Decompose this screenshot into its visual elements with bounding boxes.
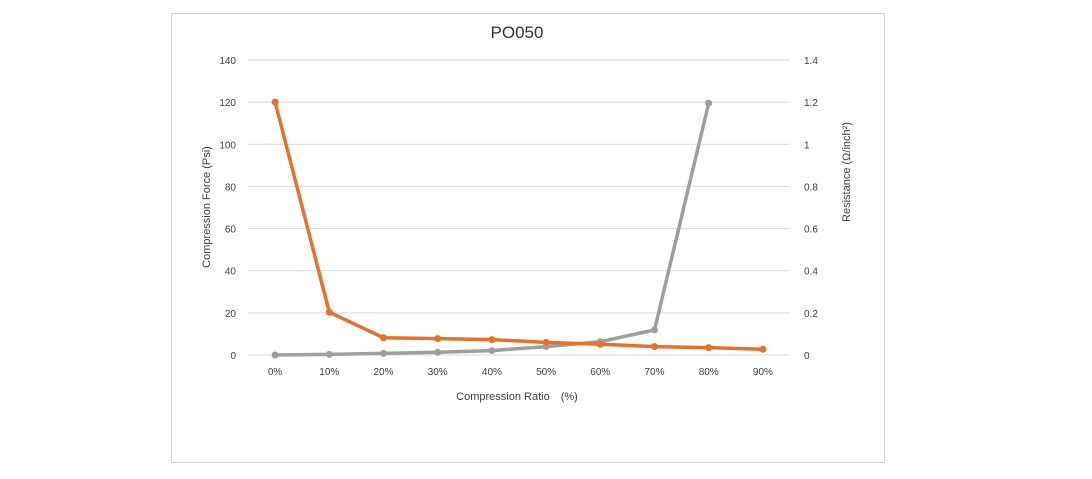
data-point [651, 326, 658, 334]
x-tick-label: 50% [536, 367, 556, 378]
y2-tick-label: 0.6 [804, 225, 818, 236]
x-axis-label: Compression Ratio (%) [456, 391, 578, 403]
y2-tick-label: 1.2 [804, 98, 818, 109]
data-point [271, 98, 279, 106]
data-point [325, 350, 333, 358]
y-tick-label: 80 [225, 182, 237, 193]
y2-tick-label: 0.2 [804, 309, 818, 320]
data-point [434, 335, 442, 343]
data-point [488, 347, 496, 355]
y-axis-label: Compression Force (Psi) [201, 146, 213, 268]
data-point [596, 340, 604, 348]
data-point [705, 99, 713, 107]
x-tick-label: 90% [753, 367, 773, 378]
data-point [271, 351, 279, 359]
y-tick-label: 120 [219, 98, 236, 109]
y-tick-label: 40 [225, 267, 237, 278]
y-tick-label: 140 [219, 56, 236, 67]
y-tick-label: 20 [225, 309, 237, 320]
y-tick-label: 100 [219, 140, 236, 151]
x-tick-label: 70% [644, 367, 664, 378]
chart-frame [171, 13, 885, 463]
data-point [380, 349, 387, 357]
data-point [542, 338, 550, 346]
series-line [273, 101, 763, 352]
y2-tick-label: 1.4 [804, 56, 818, 67]
x-tick-label: 30% [428, 367, 448, 378]
y2-tick-label: 0.8 [804, 182, 818, 193]
x-tick-label: 20% [373, 367, 393, 378]
y2-tick-label: 0 [804, 351, 810, 362]
y2-tick-label: 1 [804, 140, 810, 151]
y-tick-label: 60 [225, 225, 237, 236]
x-tick-label: 40% [482, 367, 502, 378]
x-tick-label: 10% [319, 367, 339, 378]
y2-tick-label: 0.4 [804, 267, 818, 278]
x-tick-label: 0% [268, 367, 283, 378]
x-tick-label: 60% [590, 367, 610, 378]
data-point [488, 336, 496, 344]
data-point [651, 343, 658, 351]
data-point [434, 348, 442, 356]
chart-title: PO050 [491, 23, 544, 42]
data-point [705, 344, 713, 352]
data-point [380, 334, 387, 342]
data-point [759, 345, 767, 353]
x-tick-label: 80% [699, 367, 719, 378]
y-tick-label: 0 [230, 351, 236, 362]
data-point [325, 308, 333, 316]
y2-axis-label: Resistance (Ω/inch²) [841, 122, 853, 222]
